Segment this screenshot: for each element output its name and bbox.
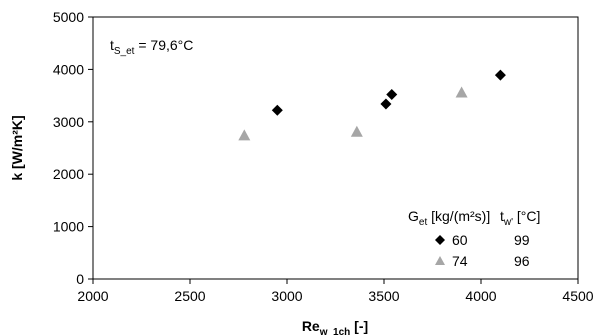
legend-g-label-2: 74 — [452, 253, 468, 269]
legend-header-t-sub: w' — [503, 217, 513, 228]
legend-g-label-1: 60 — [452, 232, 468, 248]
x-tick-label: 2500 — [174, 288, 205, 304]
x-axis-title: Rew_1ch [-] — [302, 318, 368, 336]
legend-t-label-2: 96 — [514, 253, 530, 269]
legend-header-t-rest: [°C] — [513, 208, 540, 224]
x-tick-label: 3000 — [271, 288, 302, 304]
annotation: tS_et = 79,6°C — [110, 37, 193, 57]
x-tick-label: 4000 — [465, 288, 496, 304]
legend-header-t: tw' [°C] — [500, 208, 540, 228]
legend-t-label-1: 99 — [514, 232, 530, 248]
data-points — [238, 69, 506, 141]
x-axis-title-unit: [-] — [350, 318, 368, 334]
data-point-diamond — [494, 69, 506, 81]
y-tick-label: 2000 — [53, 166, 84, 182]
data-point-triangle — [238, 129, 251, 141]
legend-header-g: Get [kg/(m²s)] — [408, 208, 490, 228]
data-point-diamond — [380, 98, 392, 110]
y-tick-label: 4000 — [53, 61, 84, 77]
x-tick-label: 4500 — [562, 288, 593, 304]
y-tick-label: 3000 — [53, 114, 84, 130]
annotation-rest: = 79,6°C — [134, 37, 193, 53]
data-point-diamond — [271, 104, 283, 116]
y-tick-label: 5000 — [53, 9, 84, 25]
y-tick-label: 0 — [76, 271, 84, 287]
legend: Get [kg/(m²s)] tw' [°C] 60 99 74 96 — [408, 208, 540, 269]
y-axis-title: k [W/m²K] — [9, 115, 25, 180]
legend-header-t-main: t — [500, 208, 504, 224]
x-axis-ticks: 2000 2500 3000 3500 4000 4500 — [77, 279, 594, 304]
x-axis-title-main: Re — [302, 318, 320, 334]
x-tick-label: 2000 — [77, 288, 108, 304]
x-axis-title-sub: w_1ch — [319, 327, 351, 336]
y-axis-ticks: 0 1000 2000 3000 4000 5000 — [53, 9, 93, 287]
data-point-diamond — [386, 89, 398, 101]
x-tick-label: 3500 — [368, 288, 399, 304]
legend-marker-diamond — [435, 235, 445, 245]
data-point-triangle — [350, 125, 363, 137]
legend-header-g-sub: et — [419, 217, 428, 228]
legend-marker-triangle — [435, 256, 445, 265]
y-tick-label: 1000 — [53, 219, 84, 235]
legend-header-g-main: G — [408, 208, 419, 224]
plot-area — [92, 16, 579, 280]
annotation-main: t — [110, 37, 114, 53]
annotation-sub: S_et — [114, 46, 135, 57]
data-point-triangle — [455, 86, 468, 98]
legend-header-g-rest: [kg/(m²s)] — [427, 208, 490, 224]
